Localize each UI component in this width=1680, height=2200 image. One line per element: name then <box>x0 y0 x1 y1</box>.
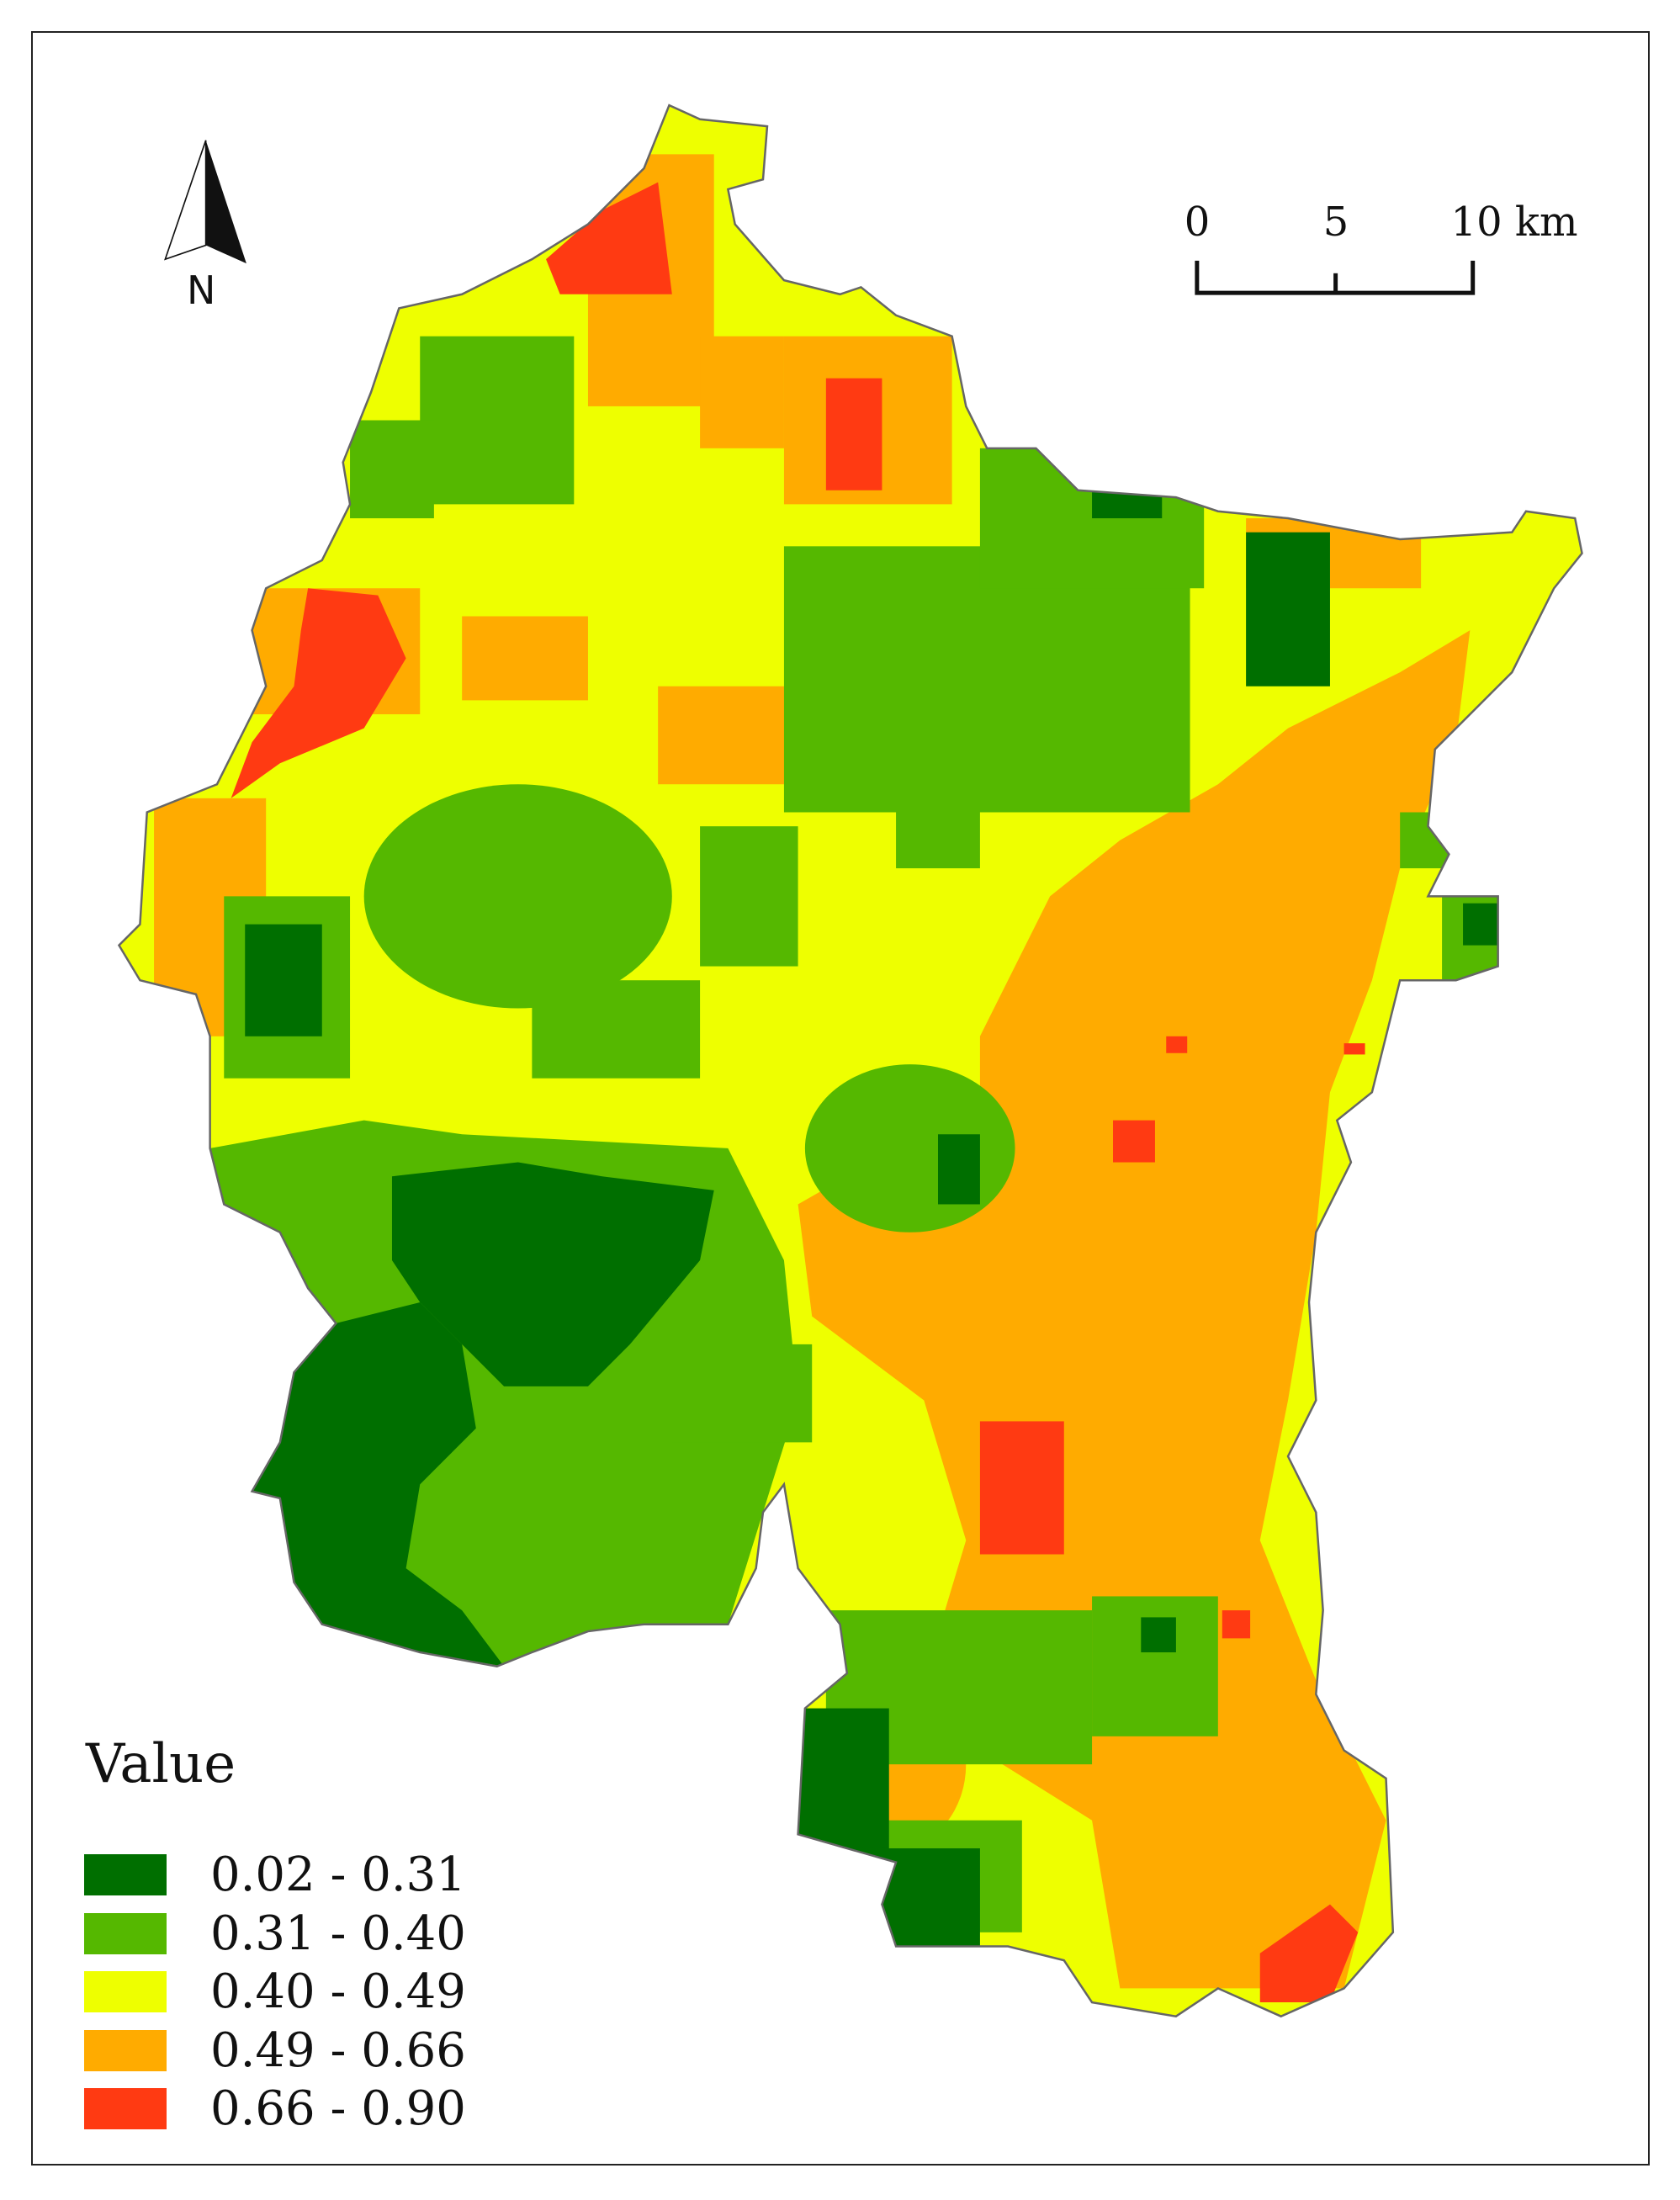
legend-item: 0.02 - 0.31 <box>84 1846 466 1905</box>
legend: Value 0.02 - 0.31 0.31 - 0.40 0.40 - 0.4… <box>84 1733 466 2139</box>
legend-label: 0.31 - 0.40 <box>210 1906 466 1961</box>
scale-bar <box>1195 260 1476 295</box>
scale-label-10km: 10 km <box>1450 199 1578 246</box>
legend-swatch <box>84 2088 167 2130</box>
north-arrow-icon <box>164 140 246 264</box>
legend-swatch <box>84 1971 167 2013</box>
legend-swatch <box>84 1854 167 1896</box>
legend-title: Value <box>86 1733 236 1795</box>
legend-item: 0.49 - 0.66 <box>84 2022 466 2081</box>
class-5-zones <box>231 182 1365 2003</box>
legend-item: 0.66 - 0.90 <box>84 2080 466 2139</box>
legend-item: 0.31 - 0.40 <box>84 1905 466 1964</box>
legend-label: 0.40 - 0.49 <box>210 1964 466 2020</box>
legend-label: 0.66 - 0.90 <box>210 2081 466 2137</box>
legend-swatch <box>84 1912 167 1954</box>
legend-swatch <box>84 2029 167 2071</box>
legend-label: 0.49 - 0.66 <box>210 2022 466 2078</box>
scale-label-5: 5 <box>1322 199 1349 246</box>
legend-item: 0.40 - 0.49 <box>84 1963 466 2022</box>
map-frame <box>31 31 1650 2166</box>
legend-label: 0.02 - 0.31 <box>210 1847 466 1903</box>
scale-label-0: 0 <box>1184 199 1211 246</box>
class-1-zones <box>245 476 1498 1947</box>
north-label: N <box>187 268 216 313</box>
